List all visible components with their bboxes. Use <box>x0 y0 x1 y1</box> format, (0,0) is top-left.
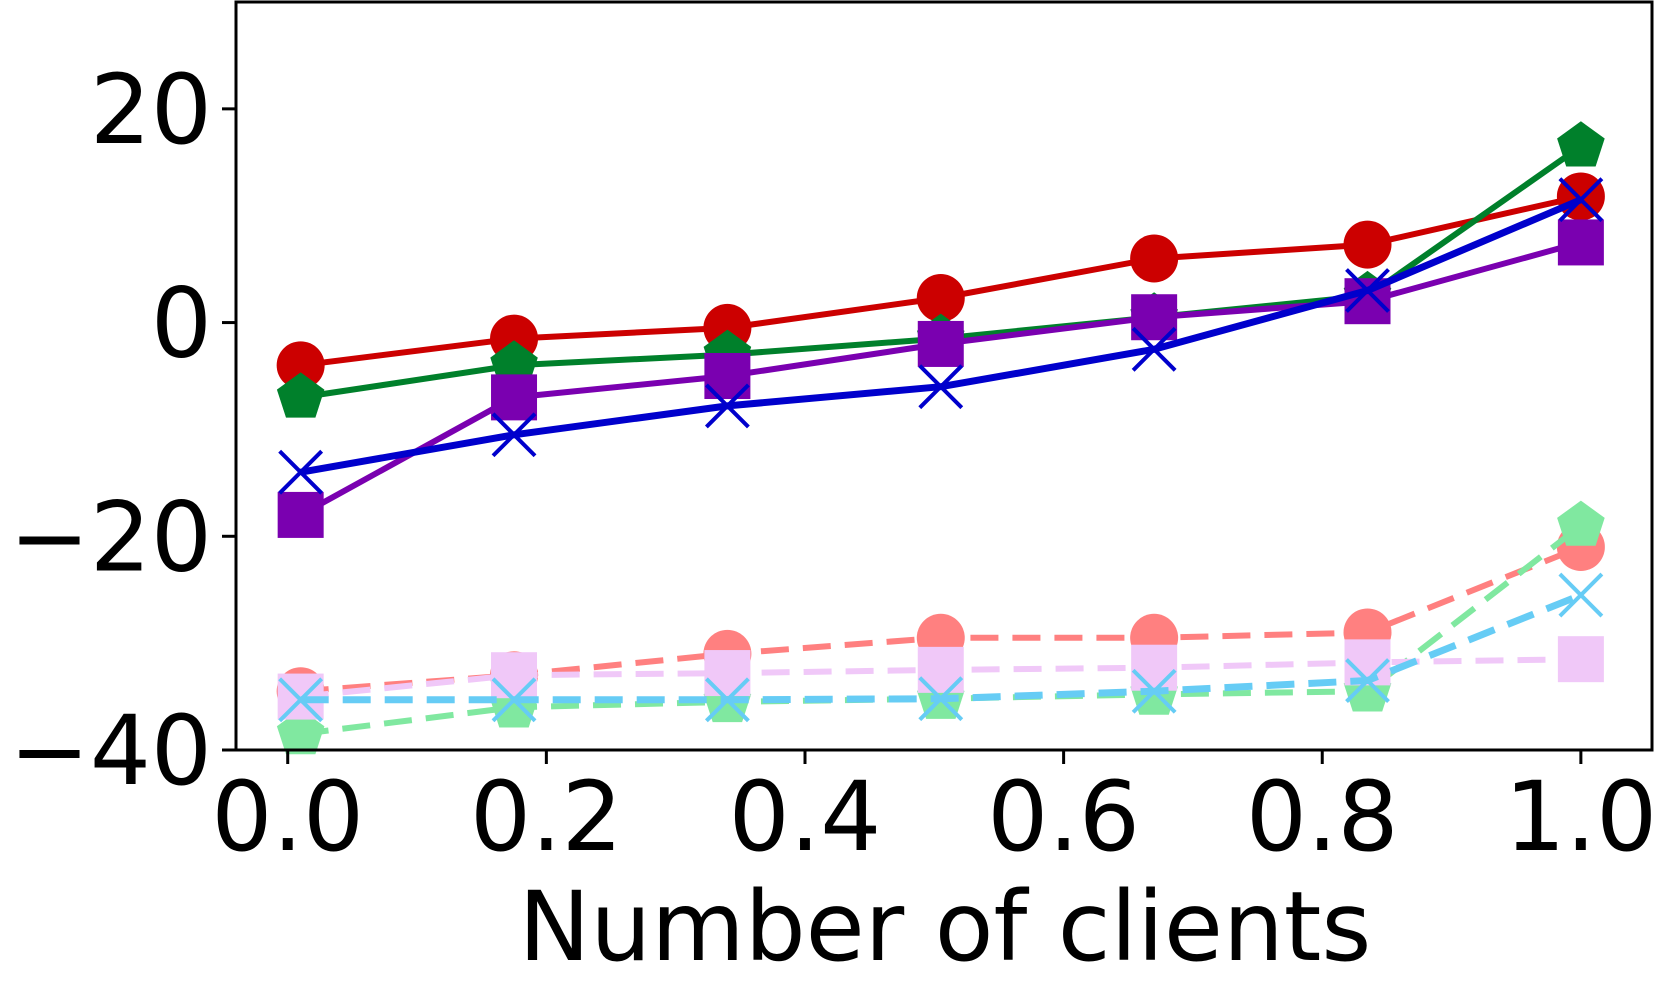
x-tick-label: 0.8 <box>1246 761 1399 873</box>
x-tick-label: 0.2 <box>470 761 623 873</box>
x-tick-label: 0.0 <box>211 761 364 873</box>
series-8 <box>278 572 1604 723</box>
y-tick-label: 20 <box>90 54 212 166</box>
y-axis-ticks: −40 −20 0 20 <box>9 54 236 807</box>
data-point <box>1343 220 1392 269</box>
data-point <box>276 341 325 390</box>
data-point <box>916 273 965 322</box>
data-point <box>277 491 324 538</box>
data-point <box>1557 636 1604 683</box>
x-tick-label: 1.0 <box>1505 761 1658 873</box>
data-point <box>490 340 538 386</box>
data-point <box>278 449 324 495</box>
data-point <box>1131 326 1177 372</box>
data-point <box>491 412 537 458</box>
data-point <box>917 320 964 367</box>
series-7 <box>277 636 1604 720</box>
data-point <box>1345 268 1390 313</box>
x-tick-label: 0.4 <box>729 761 882 873</box>
data-point <box>276 372 325 418</box>
data-point <box>491 677 537 723</box>
data-point <box>704 677 750 723</box>
data-point <box>1557 219 1604 266</box>
data-point <box>704 383 750 429</box>
data-point <box>1130 234 1179 283</box>
data-point <box>918 676 964 722</box>
y-tick-label: 0 <box>151 268 212 380</box>
data-point <box>1557 121 1605 167</box>
x-axis-ticks: 0.0 0.2 0.4 0.6 0.8 1.0 <box>211 750 1657 873</box>
data-point <box>1131 644 1178 691</box>
y-tick-label: −40 <box>9 695 212 807</box>
data-point <box>1558 177 1604 223</box>
data-point <box>1557 500 1605 546</box>
series-4 <box>278 177 1604 495</box>
data-point <box>1558 572 1604 618</box>
data-point <box>704 650 751 697</box>
data-point <box>917 646 964 693</box>
series-layer <box>276 121 1605 755</box>
x-tick-label: 0.6 <box>987 761 1140 873</box>
data-point <box>918 364 964 410</box>
plot-frame <box>234 0 1654 752</box>
data-point <box>1131 668 1177 714</box>
data-point <box>276 709 325 755</box>
data-point <box>491 374 538 421</box>
data-point <box>1556 172 1605 221</box>
data-point <box>278 677 324 723</box>
data-point <box>1345 658 1390 703</box>
data-point <box>491 652 538 699</box>
x-axis-label: Number of clients <box>519 871 1372 983</box>
y-tick-label: −20 <box>9 481 212 593</box>
